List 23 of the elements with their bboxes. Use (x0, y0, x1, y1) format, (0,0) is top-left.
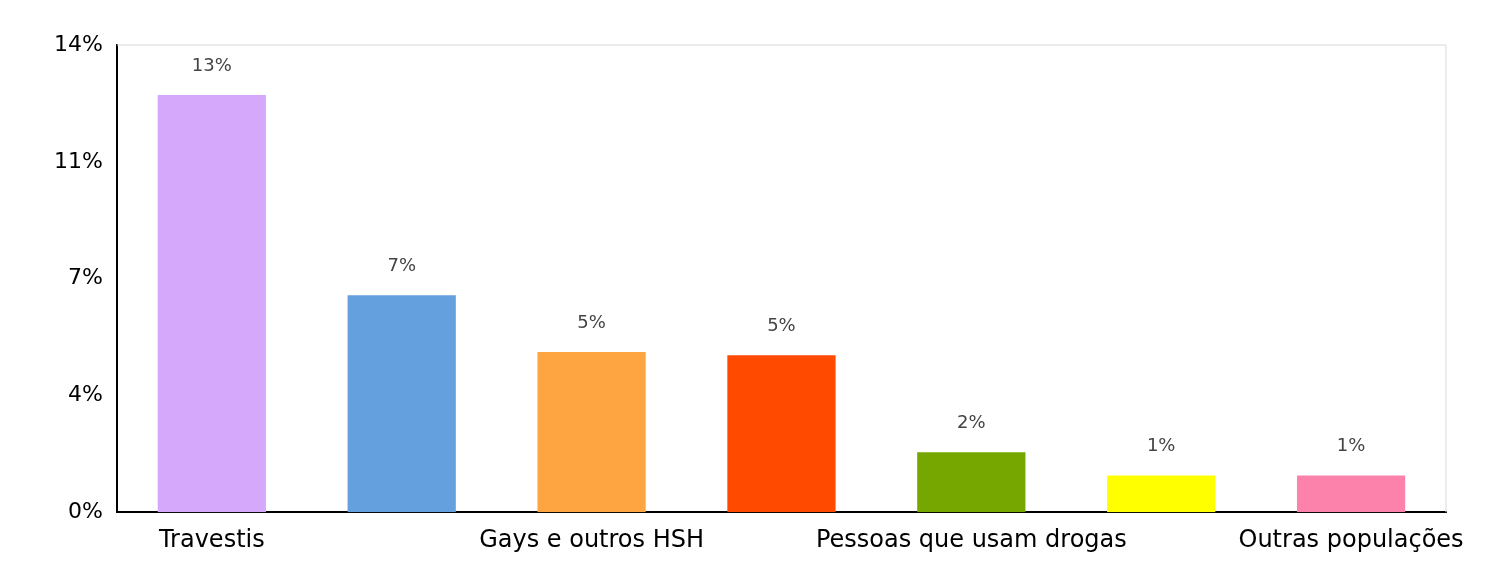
data-label: 1% (1336, 434, 1366, 456)
bar (537, 352, 646, 513)
bar (1107, 475, 1216, 513)
bar (347, 295, 456, 513)
data-label: 7% (387, 253, 416, 275)
data-label: 5% (767, 314, 796, 336)
data-label: 5% (577, 310, 606, 332)
x-tick-label: Outras populações (1238, 524, 1464, 553)
y-tick-label: 0% (67, 497, 103, 523)
y-tick-label: 7% (67, 264, 103, 290)
bar (727, 355, 836, 513)
y-tick-label: 4% (67, 381, 103, 407)
y-tick-label: 11% (53, 147, 103, 173)
x-tick-label: Gays e outros HSH (479, 524, 704, 553)
bar (1296, 475, 1406, 513)
x-tick-label: Pessoas que usam drogas (815, 524, 1127, 553)
data-label: 1% (1146, 434, 1176, 456)
x-tick-label: Travestis (157, 524, 265, 553)
data-label: 13% (191, 53, 232, 75)
bar (157, 95, 266, 513)
data-label: 2% (957, 410, 986, 432)
bar (917, 452, 1026, 513)
y-tick-label: 14% (53, 30, 103, 56)
